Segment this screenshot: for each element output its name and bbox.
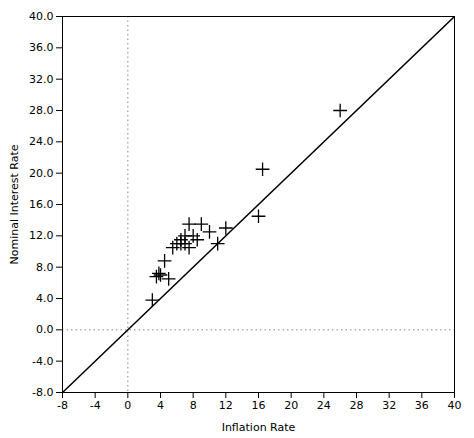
svg-text:-4.0: -4.0 xyxy=(32,355,53,368)
svg-text:20.0: 20.0 xyxy=(29,167,54,180)
svg-text:12: 12 xyxy=(219,399,233,412)
svg-text:Inflation Rate: Inflation Rate xyxy=(222,421,296,434)
svg-text:20: 20 xyxy=(284,399,298,412)
svg-text:4: 4 xyxy=(157,399,164,412)
svg-text:-4: -4 xyxy=(90,399,101,412)
svg-text:24: 24 xyxy=(317,399,331,412)
svg-text:32.0: 32.0 xyxy=(29,73,54,86)
svg-text:8.0: 8.0 xyxy=(36,261,54,274)
svg-text:36.0: 36.0 xyxy=(29,41,54,54)
svg-text:28: 28 xyxy=(350,399,364,412)
svg-text:28.0: 28.0 xyxy=(29,104,54,117)
svg-text:-8.0: -8.0 xyxy=(32,386,53,399)
svg-text:4.0: 4.0 xyxy=(36,292,54,305)
svg-text:0.0: 0.0 xyxy=(36,323,54,336)
svg-text:16: 16 xyxy=(252,399,266,412)
svg-text:32: 32 xyxy=(382,399,396,412)
svg-text:8: 8 xyxy=(190,399,197,412)
svg-text:12.0: 12.0 xyxy=(29,229,54,242)
svg-text:16.0: 16.0 xyxy=(29,198,54,211)
svg-text:Nominal Interest Rate: Nominal Interest Rate xyxy=(8,144,21,264)
svg-text:0: 0 xyxy=(124,399,131,412)
svg-text:24.0: 24.0 xyxy=(29,135,54,148)
svg-text:36: 36 xyxy=(415,399,429,412)
svg-text:40.0: 40.0 xyxy=(29,10,54,23)
svg-text:40: 40 xyxy=(448,399,462,412)
svg-text:-8: -8 xyxy=(57,399,68,412)
